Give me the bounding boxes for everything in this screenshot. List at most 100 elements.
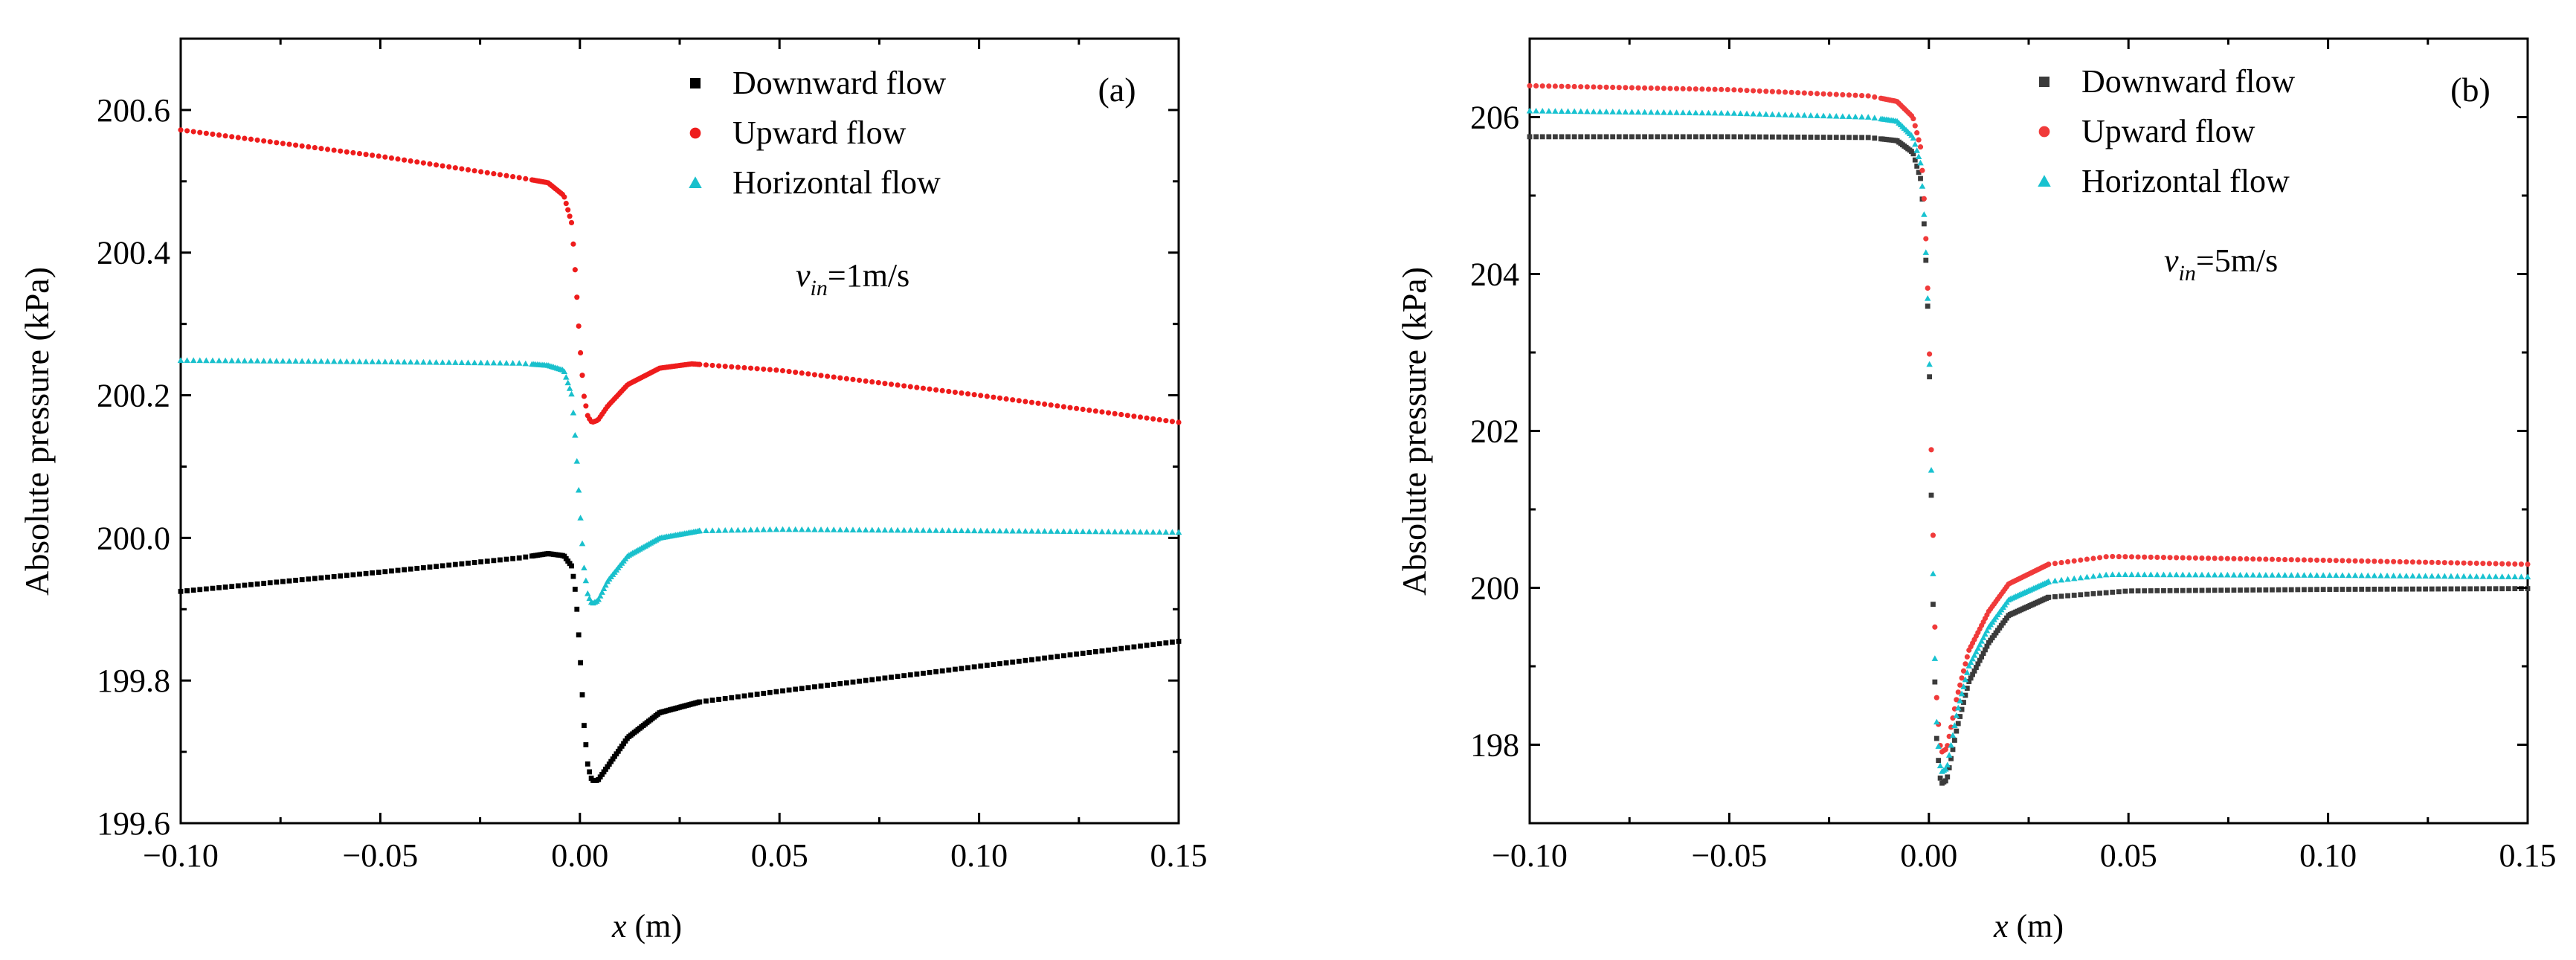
data-point <box>1864 114 1872 120</box>
data-point <box>2128 554 2135 560</box>
data-point <box>1080 406 1086 413</box>
data-point <box>1571 108 1578 115</box>
data-point <box>2319 572 2327 578</box>
data-point <box>235 583 241 589</box>
data-point <box>2096 555 2103 561</box>
data-point <box>1143 529 1150 535</box>
data-point <box>1833 135 1839 141</box>
data-point <box>1914 164 1920 169</box>
data-point <box>1983 627 1991 634</box>
data-point <box>312 145 318 151</box>
data-point <box>818 373 824 378</box>
data-point <box>471 168 477 174</box>
data-point <box>1578 134 1584 140</box>
data-point <box>2288 587 2294 593</box>
legend-a: Downward flow Upward flow Horizontal flow <box>689 65 946 201</box>
data-point <box>1571 83 1577 90</box>
data-point <box>1937 775 1943 781</box>
data-point <box>1591 84 1597 90</box>
data-point <box>1962 661 1968 667</box>
series-horizontal-flow <box>1526 107 2531 774</box>
data-point <box>2397 558 2403 565</box>
data-point <box>2493 586 2499 592</box>
data-point <box>1647 109 1655 115</box>
data-point <box>261 581 267 586</box>
data-point <box>1926 361 1933 367</box>
data-point <box>2192 571 2199 578</box>
data-point <box>522 360 529 367</box>
data-point <box>471 359 478 366</box>
data-point <box>1967 659 1974 666</box>
data-point <box>1918 175 1923 181</box>
data-point <box>1756 134 1762 140</box>
data-point <box>273 358 280 364</box>
data-point <box>1820 112 1827 119</box>
data-point <box>293 142 299 148</box>
data-point <box>856 526 863 533</box>
data-point <box>2199 555 2205 561</box>
data-point <box>2423 586 2428 592</box>
data-point <box>1571 134 1577 140</box>
data-point <box>2339 572 2346 579</box>
data-point <box>938 527 946 533</box>
data-point <box>585 761 590 767</box>
data-point <box>2365 586 2371 592</box>
data-point <box>331 147 337 153</box>
data-point <box>2135 588 2141 594</box>
data-point <box>2287 572 2295 578</box>
data-point <box>2218 555 2224 561</box>
data-point <box>2428 573 2435 579</box>
data-point <box>2441 586 2447 592</box>
data-point <box>805 526 812 532</box>
data-point <box>1048 402 1054 408</box>
data-point <box>1974 645 1982 651</box>
data-point <box>606 761 612 767</box>
data-point <box>1979 654 1985 660</box>
data-point <box>1948 724 1954 730</box>
ticks-a: −0.10 −0.05 0.00 0.05 0.10 0.15 199.6 199.8 200.… <box>97 37 1208 874</box>
data-point <box>2467 586 2473 592</box>
data-point <box>1545 108 1553 114</box>
data-point <box>420 160 426 166</box>
data-point <box>1533 134 1539 140</box>
data-point <box>1750 110 1756 117</box>
data-point <box>241 357 248 364</box>
data-point <box>2218 587 2224 593</box>
data-point <box>484 359 491 366</box>
data-point <box>971 392 977 398</box>
data-point <box>388 155 395 161</box>
data-point <box>2116 589 2122 595</box>
data-point <box>754 692 760 697</box>
data-point <box>2301 587 2307 593</box>
data-point <box>2454 560 2461 566</box>
x-axis-label-b: x (m) <box>1993 908 2064 944</box>
data-point <box>576 323 582 329</box>
data-point <box>1839 113 1846 119</box>
x-tick-label: 0.15 <box>2499 837 2557 874</box>
data-point <box>248 582 254 587</box>
data-point <box>729 364 735 370</box>
data-point <box>1546 134 1552 140</box>
data-point <box>306 576 312 582</box>
data-point <box>709 362 715 368</box>
data-point <box>178 588 184 594</box>
data-point <box>1131 644 1137 650</box>
data-point <box>587 769 593 775</box>
data-point <box>318 575 324 581</box>
data-point <box>1919 183 1926 189</box>
x-axis-symbol: x <box>1993 908 2009 944</box>
data-point <box>843 526 850 532</box>
data-point <box>997 661 1002 666</box>
data-point <box>946 667 952 673</box>
data-point <box>882 381 888 387</box>
data-point <box>235 357 242 364</box>
data-point <box>1092 648 1098 654</box>
data-point <box>1826 112 1833 119</box>
data-point <box>1931 655 1939 661</box>
data-point <box>2333 572 2340 579</box>
data-point <box>439 163 445 169</box>
legend-marker <box>689 127 701 139</box>
data-point <box>197 129 203 135</box>
data-point <box>849 526 857 532</box>
ticks-b: −0.10 −0.05 0.00 0.05 0.10 0.15 198 200 202 204 20… <box>1470 37 2557 874</box>
